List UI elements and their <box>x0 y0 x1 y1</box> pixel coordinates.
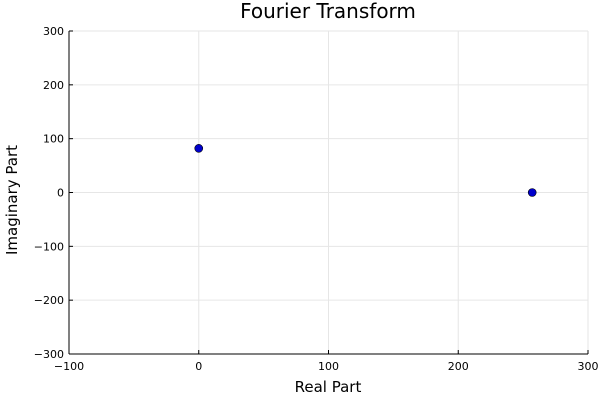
chart-title: Fourier Transform <box>240 0 416 23</box>
y-tick-label: −100 <box>34 240 64 253</box>
y-tick-label: 300 <box>43 25 64 38</box>
y-tick-label: −300 <box>34 348 64 361</box>
x-axis-label: Real Part <box>295 378 362 396</box>
y-tick-label: 200 <box>43 79 64 92</box>
y-tick-label: −200 <box>34 294 64 307</box>
y-axis-label: Imaginary Part <box>3 145 21 255</box>
points-layer <box>194 144 537 197</box>
x-tick-label: −100 <box>54 360 84 373</box>
data-point <box>194 144 204 153</box>
y-tick-label: 100 <box>43 133 64 146</box>
x-tick-label: 100 <box>318 360 339 373</box>
x-tick-label: 300 <box>578 360 599 373</box>
ticks-layer: −100 0 100 200 300 −300 −200 −100 0 100 200 300 <box>34 25 599 373</box>
data-point <box>527 188 537 197</box>
x-tick-label: 200 <box>448 360 469 373</box>
y-tick-label: 0 <box>57 187 64 200</box>
x-tick-label: 0 <box>195 360 202 373</box>
